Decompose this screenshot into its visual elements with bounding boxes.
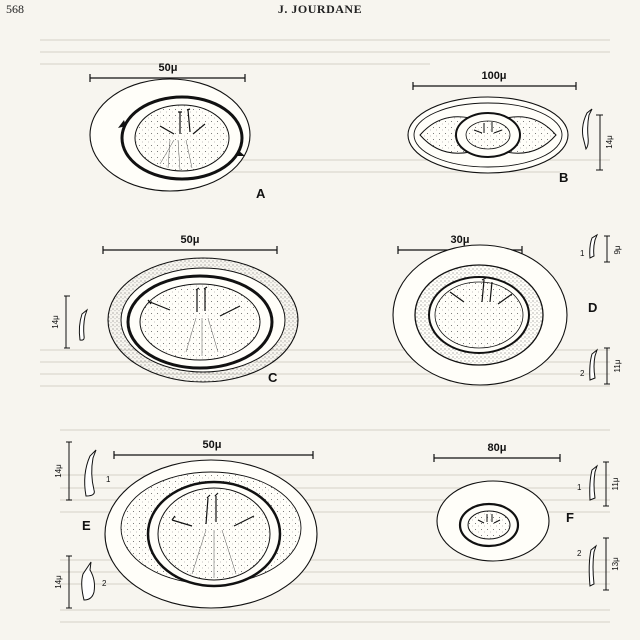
figure-label: B	[559, 170, 568, 185]
scale-label: 30μ	[451, 234, 470, 246]
oncosphere	[134, 104, 230, 172]
hook-size-label: 14μ	[51, 315, 60, 329]
egg-membrane	[120, 95, 244, 181]
svg-text:1: 1	[106, 475, 111, 484]
hook-size-label: 14μ	[54, 464, 63, 478]
figure-c: 50μ 14μ C	[51, 234, 299, 385]
svg-text:2: 2	[102, 579, 107, 588]
oncosphere	[139, 283, 261, 361]
scale-label: 50μ	[159, 62, 178, 74]
running-head: J. JOURDANE	[277, 2, 363, 16]
oncosphere	[434, 281, 524, 349]
page-number: 568	[6, 2, 24, 16]
figure-a: 50μ A	[89, 62, 266, 201]
hook-drawing-1: 14μ 1	[54, 441, 111, 501]
egg-membrane	[458, 502, 520, 548]
scale-label: 50μ	[203, 439, 222, 451]
hook-size-label: 11μ	[611, 477, 620, 490]
hook-drawing-1: 1 11μ	[577, 461, 620, 507]
scale-label: 80μ	[488, 442, 507, 454]
figure-label: F	[566, 510, 574, 525]
hook-size-label: 14μ	[605, 135, 614, 149]
figure-e: 50μ 14μ 1	[54, 439, 318, 609]
figure-f: 80μ 1 11μ 2 13μ F	[433, 442, 620, 591]
hook-size-label: 9μ	[613, 245, 622, 254]
hook-drawing-2: 2 13μ	[577, 537, 620, 591]
svg-text:2: 2	[580, 369, 585, 378]
egg-membrane	[126, 274, 274, 370]
figure-label: D	[588, 300, 597, 315]
oncosphere	[465, 120, 511, 150]
figure-b: 100μ 14μ B	[407, 70, 614, 185]
hook-drawing-2: 14μ 2	[54, 555, 107, 609]
page-header: 568 J. JOURDANE	[0, 2, 640, 20]
svg-text:2: 2	[577, 549, 582, 558]
hook-drawing-1: 1 9μ	[580, 233, 622, 263]
hook-size-label: 11μ	[613, 359, 622, 372]
hook-drawing: 14μ	[51, 295, 89, 349]
embryonic-hooks	[147, 286, 241, 317]
figure-d: 30μ 1 9μ 2	[392, 233, 622, 386]
figure-label: C	[268, 370, 278, 385]
svg-text:1: 1	[580, 249, 585, 258]
scale-label: 100μ	[481, 70, 506, 82]
hook-drawing-2: 2 11μ	[580, 347, 622, 385]
embryonic-hooks	[449, 277, 513, 305]
oncosphere	[467, 510, 511, 540]
hook-size-label: 14μ	[54, 575, 63, 589]
embryonic-hooks	[159, 108, 206, 135]
svg-text:1: 1	[577, 483, 582, 492]
hook-size-label: 13μ	[611, 557, 620, 571]
figure-label: E	[82, 518, 91, 533]
scale-label: 50μ	[181, 234, 200, 246]
hook-drawing: 14μ	[582, 108, 614, 171]
embryonic-hooks	[171, 492, 255, 527]
figure-label: A	[256, 186, 266, 201]
